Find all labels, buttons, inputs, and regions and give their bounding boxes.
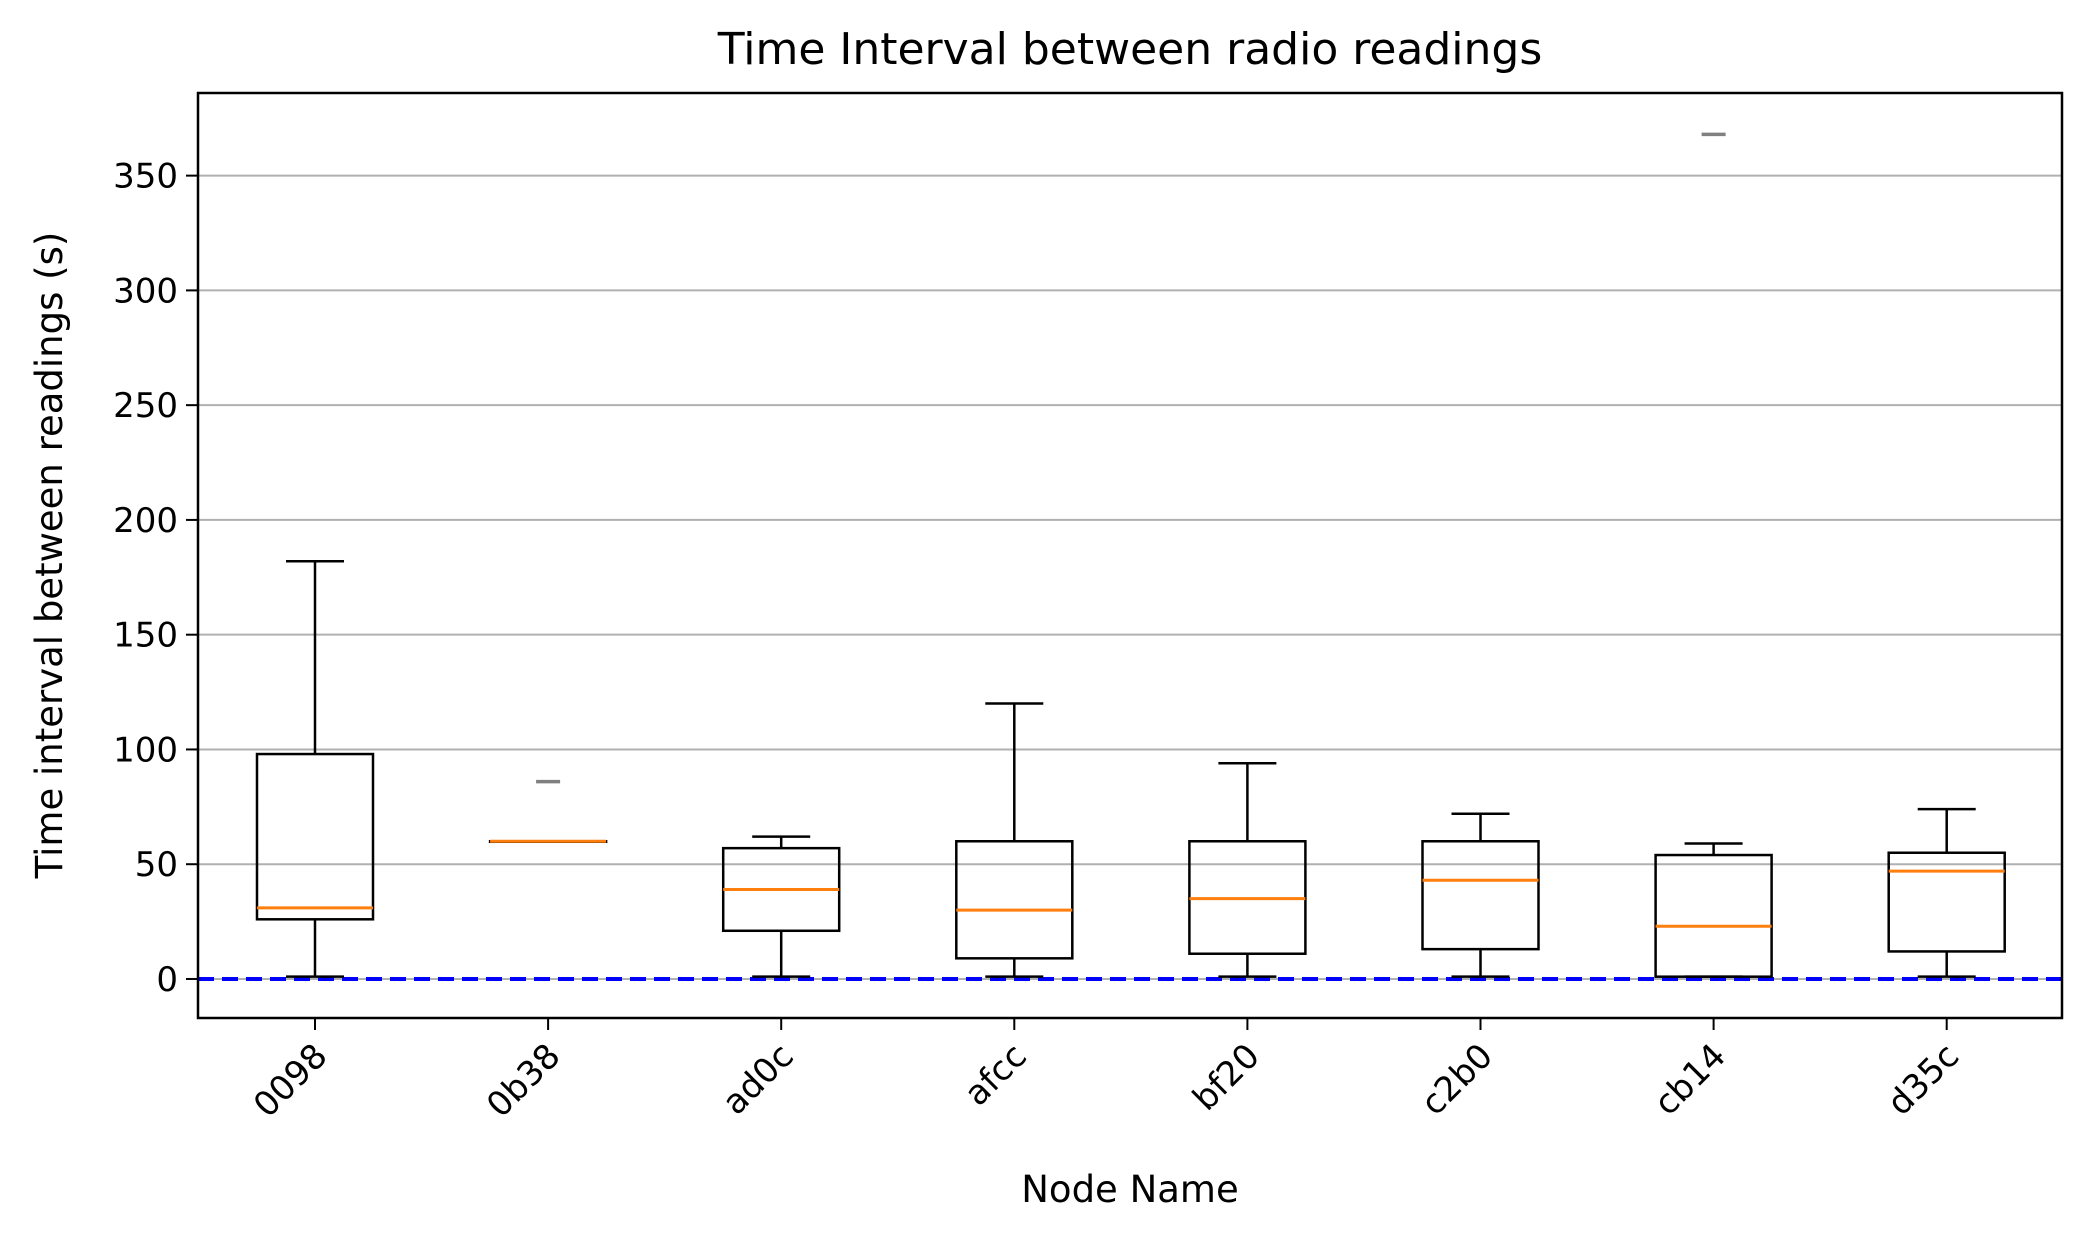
box-series [255,132,2006,978]
y-tick-label: 200 [113,501,178,541]
y-tick-label: 100 [113,730,178,770]
y-tick-label: 50 [135,845,178,885]
box-body [255,752,375,921]
box-0b38 [488,779,608,844]
box-body [955,840,1074,960]
box-c2b0 [1421,812,1540,978]
chart-title: Time Interval between radio readings [717,24,1543,75]
y-tick-label: 350 [113,157,178,197]
y-axis-label: Time interval between readings (s) [28,232,71,880]
box-d35c [1887,807,2006,978]
grid-lines [198,174,2062,980]
box-0098 [255,559,375,978]
y-tick-label: 300 [113,271,178,311]
y-tick-label: 0 [156,960,178,1000]
y-tick-label: 250 [113,386,178,426]
box-body [1421,840,1540,951]
plot-frame [196,91,2064,1020]
y-tick-label: 150 [113,616,178,656]
box-ad0c [721,835,841,978]
x-axis-label: Node Name [1021,1168,1238,1211]
box-bf20 [1188,761,1307,978]
box-body [1887,851,2006,953]
box-cb14 [1654,132,1773,978]
y-axis: 0 50 100 150 200 250 300 350 [113,157,198,1000]
box-body [1654,853,1773,978]
box-afcc [955,702,1074,978]
